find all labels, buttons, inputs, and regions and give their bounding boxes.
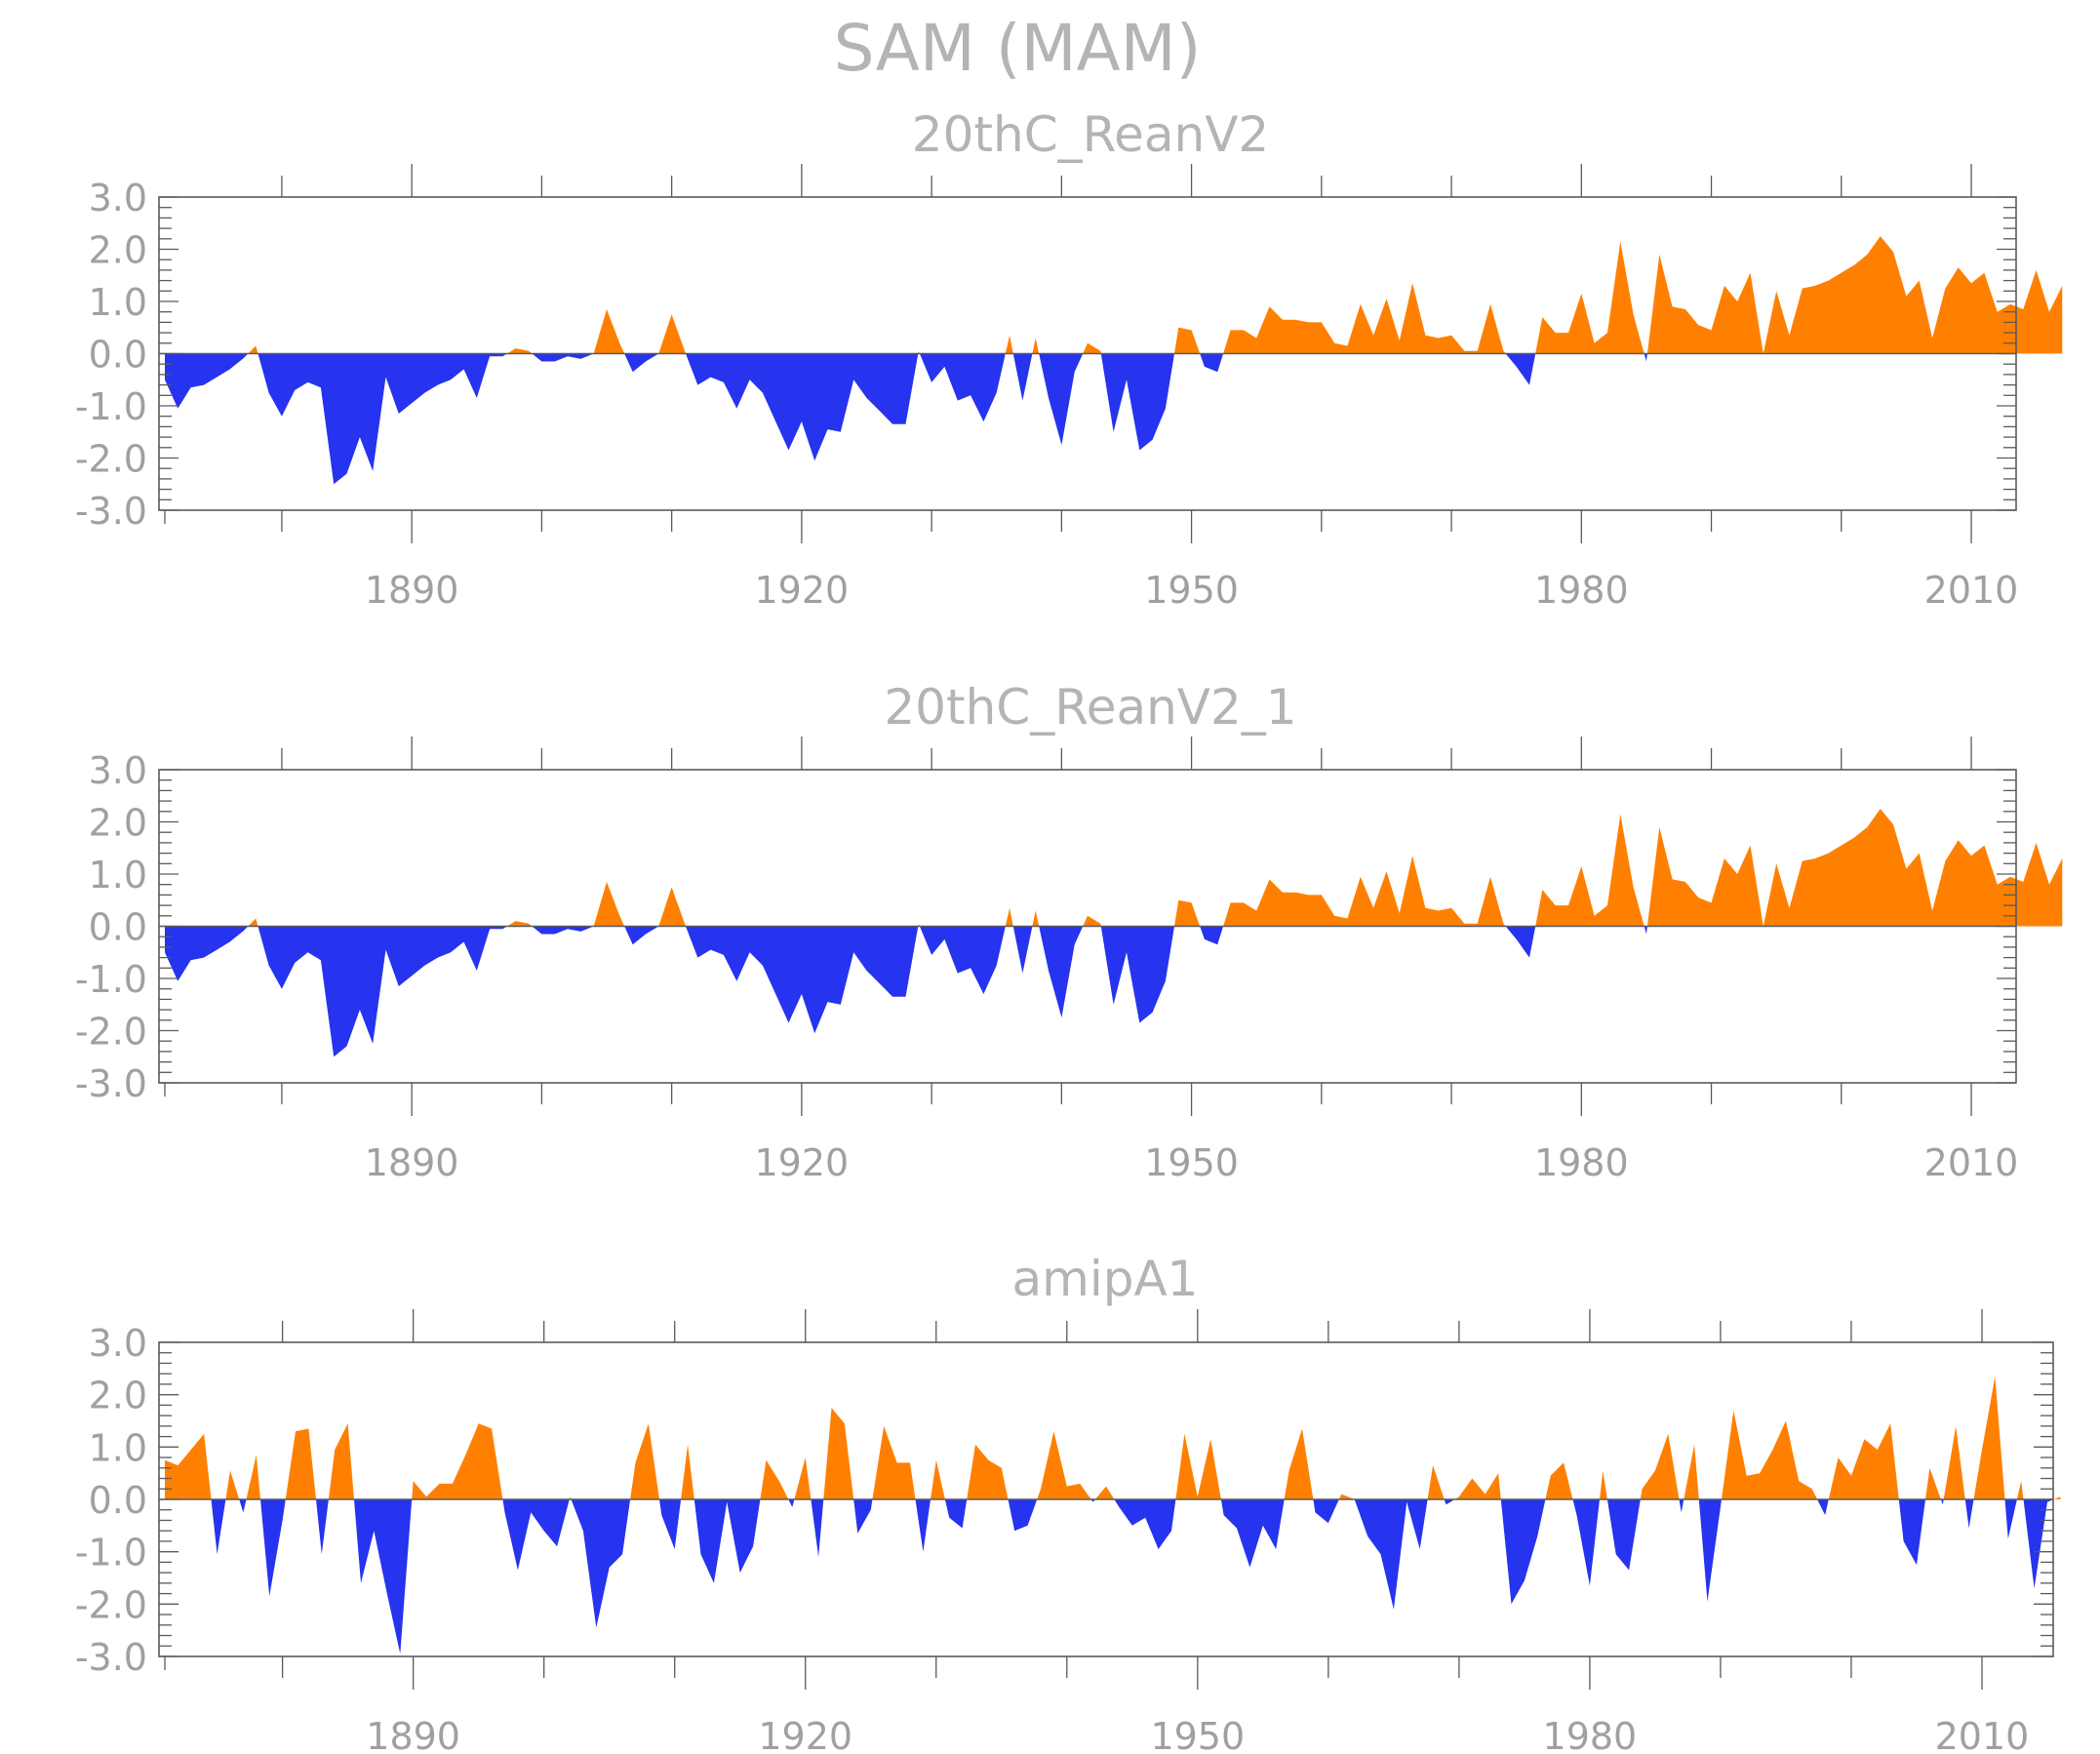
y-tick-label: 2.0 (89, 229, 147, 272)
x-tick-label: 1980 (1534, 569, 1629, 612)
negative-area (165, 926, 2063, 1057)
negative-area (165, 1499, 2061, 1654)
x-tick-label: 1890 (366, 1715, 460, 1754)
y-tick-label: 3.0 (89, 749, 147, 792)
y-tick-label: 2.0 (89, 1375, 147, 1417)
panel-title: 20thC_ReanV2 (912, 106, 1269, 163)
positive-area (165, 809, 2063, 927)
panel-title: amipA1 (1012, 1251, 1199, 1307)
x-tick-label: 1920 (758, 1715, 852, 1754)
y-tick-label: 0.0 (89, 906, 147, 949)
y-tick-label: -1.0 (75, 1532, 147, 1575)
y-tick-label: -3.0 (75, 1062, 147, 1105)
negative-area (165, 353, 2063, 485)
x-tick-label: 2010 (1924, 1141, 2019, 1184)
y-tick-label: -2.0 (75, 438, 147, 481)
y-tick-label: 1.0 (89, 281, 147, 324)
x-tick-label: 2010 (1924, 569, 2019, 612)
y-tick-label: 1.0 (89, 854, 147, 897)
y-tick-label: -2.0 (75, 1011, 147, 1054)
y-tick-label: 0.0 (89, 1479, 147, 1522)
y-tick-label: 1.0 (89, 1426, 147, 1469)
y-tick-label: 2.0 (89, 802, 147, 845)
panel-amipa1: amipA1 3.0 2.0 1.0 0.0 -1.0 -2.0 -3.0 1890 1920 1… (75, 1251, 2061, 1754)
x-tick-label: 1890 (365, 1141, 459, 1184)
figure-title: SAM (MAM) (834, 11, 1202, 86)
y-tick-label: -2.0 (75, 1583, 147, 1626)
positive-area (165, 236, 2063, 354)
x-tick-label: 1980 (1534, 1141, 1629, 1184)
y-tick-label: 3.0 (89, 1322, 147, 1365)
panel-reanv2-1: 20thC_ReanV2_1 3.0 2.0 1.0 0.0 -1.0 -2.0 -3.0 1… (75, 679, 2063, 1184)
x-tick-label: 1980 (1543, 1715, 1638, 1754)
x-tick-label: 1920 (755, 1141, 850, 1184)
y-tick-label: 3.0 (89, 177, 147, 219)
y-tick-label: -1.0 (75, 385, 147, 428)
x-tick-label: 1950 (1144, 569, 1239, 612)
y-tick-label: -3.0 (75, 1636, 147, 1679)
panel-reanv2: 20thC_ReanV2 3.0 2.0 1.0 0.0 -1.0 -2.0 -3.0 189… (75, 106, 2063, 612)
x-tick-label: 1920 (755, 569, 850, 612)
x-tick-label: 1950 (1144, 1141, 1239, 1184)
y-tick-label: -1.0 (75, 958, 147, 1001)
positive-area (165, 1375, 2061, 1499)
x-tick-label: 2010 (1935, 1715, 2030, 1754)
y-tick-label: -3.0 (75, 490, 147, 533)
x-tick-label: 1950 (1150, 1715, 1245, 1754)
x-tick-label: 1890 (365, 569, 459, 612)
panel-title: 20thC_ReanV2_1 (884, 679, 1296, 736)
y-tick-label: 0.0 (89, 334, 147, 377)
